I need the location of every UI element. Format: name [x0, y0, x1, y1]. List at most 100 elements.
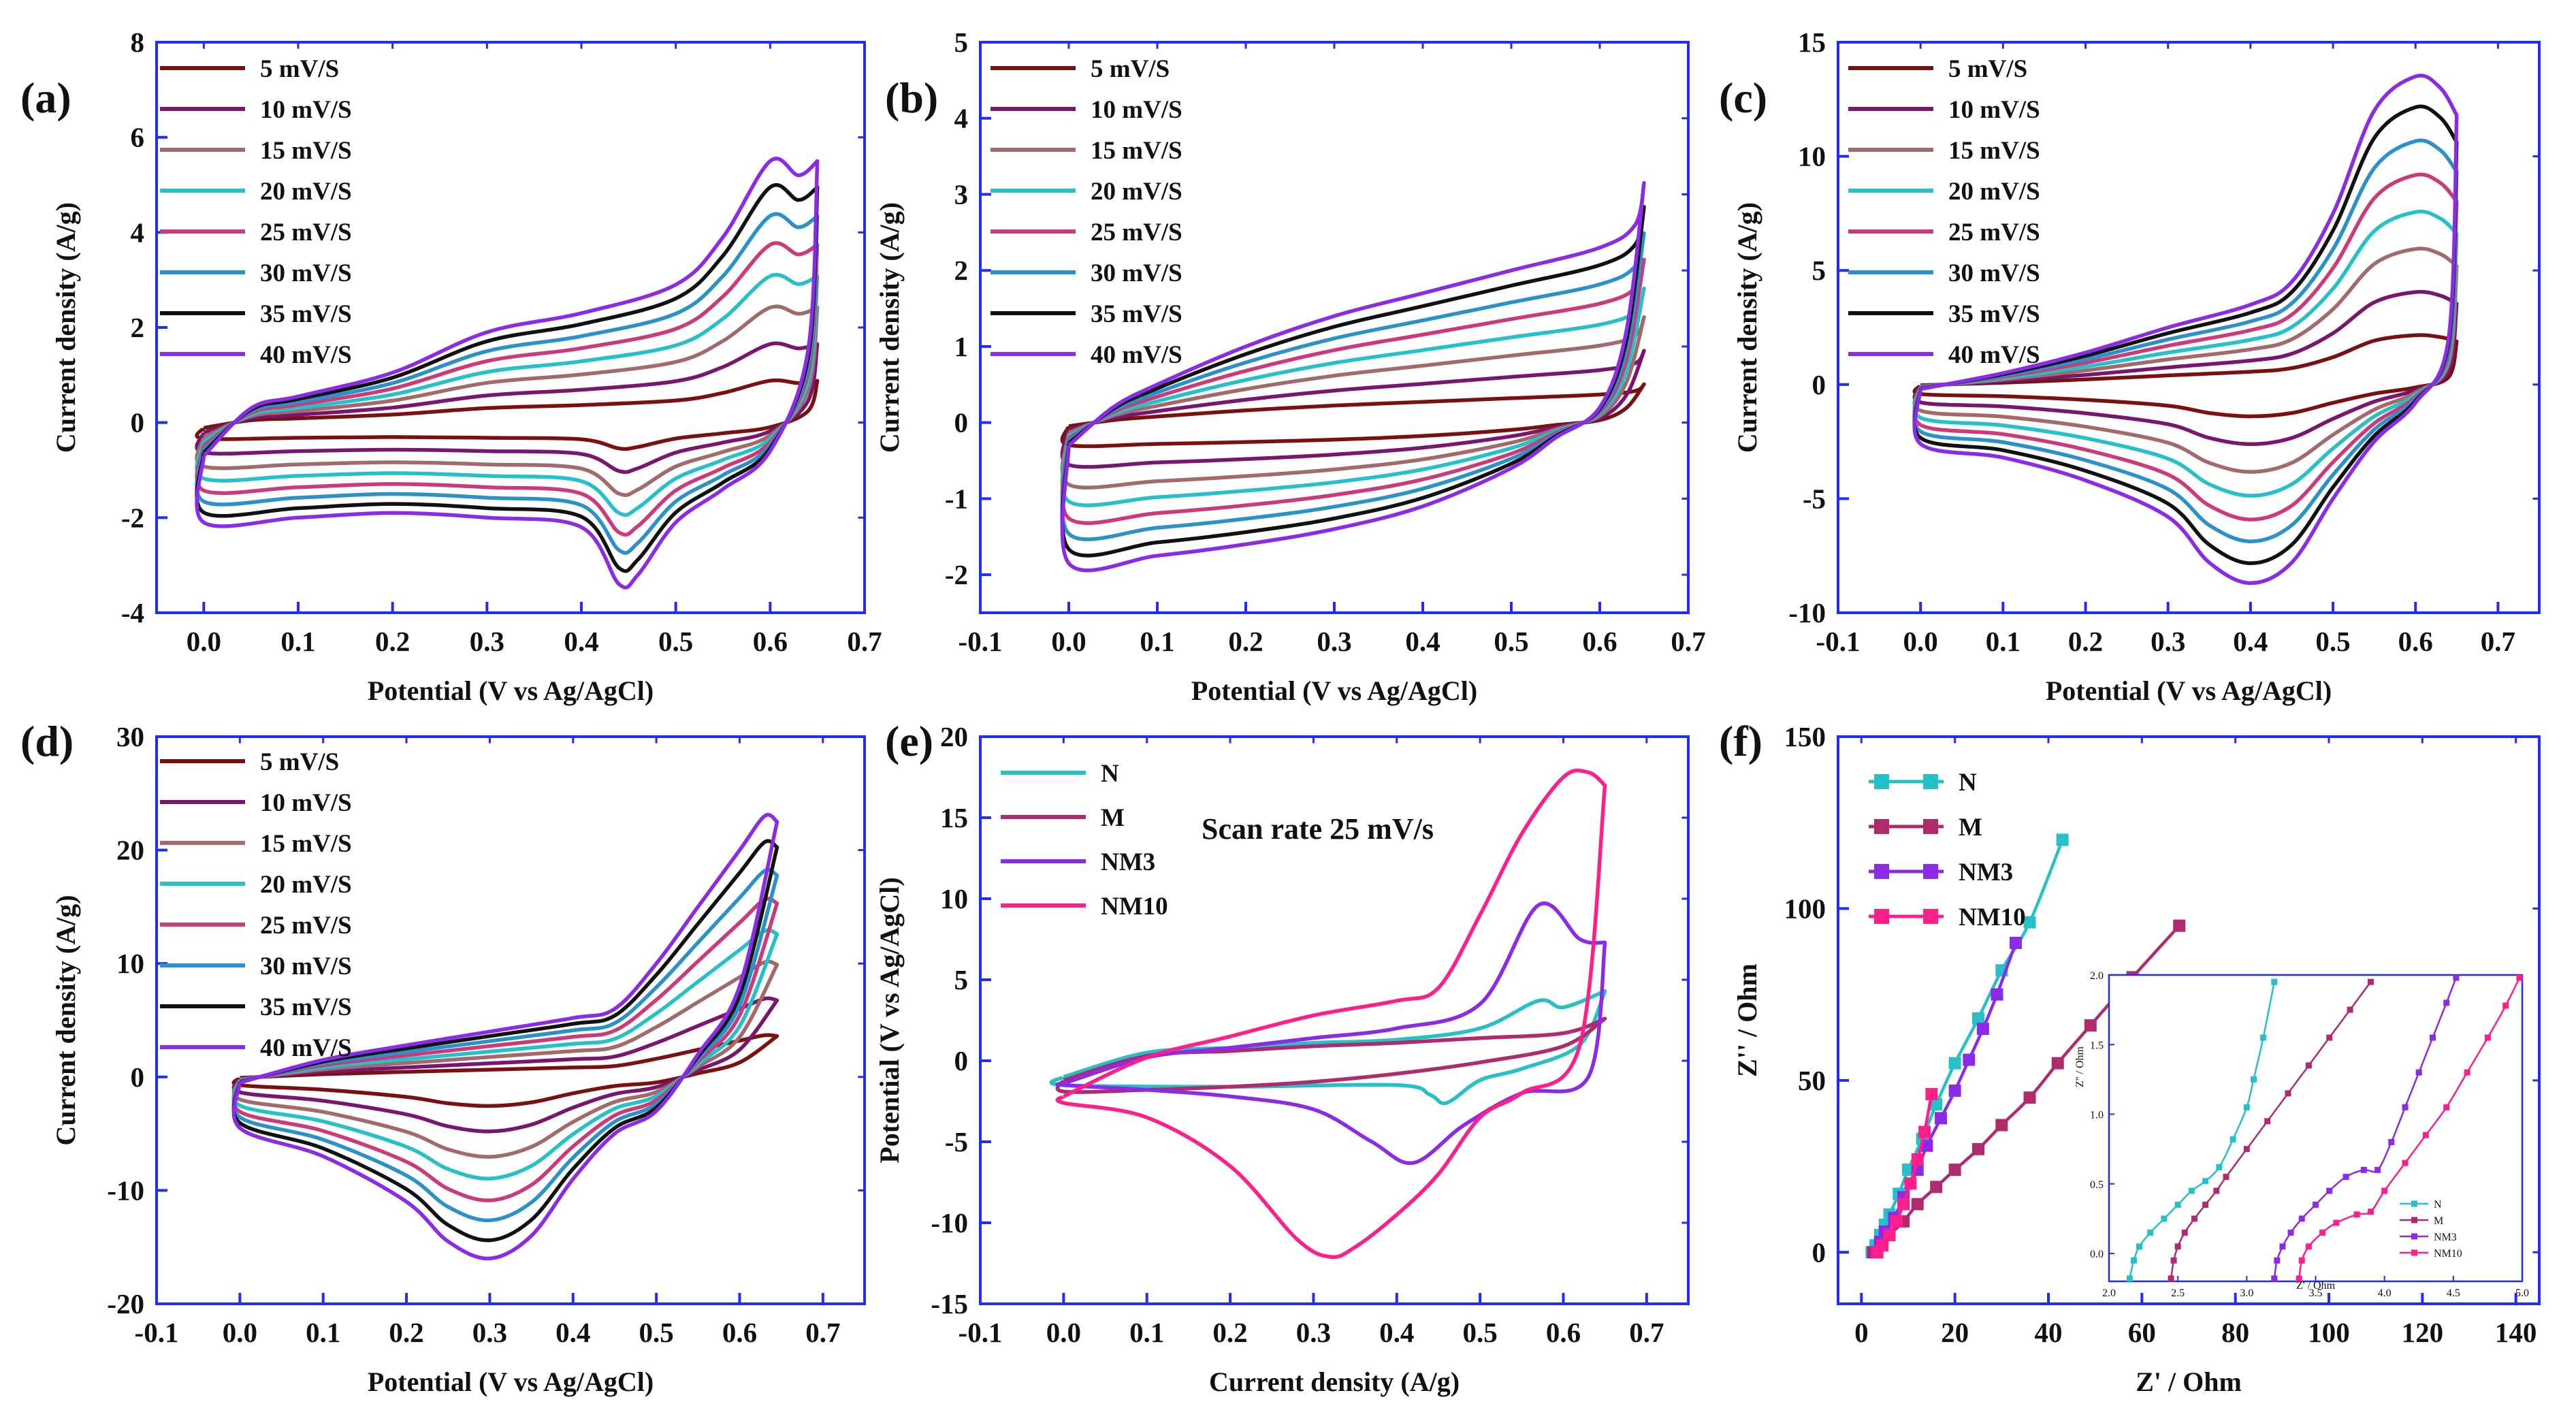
inset-marker	[2202, 1202, 2209, 1208]
inset-legend-label: N	[2434, 1199, 2442, 1211]
legend-label: 30 mV/S	[260, 259, 352, 287]
legend-label: 5 mV/S	[1948, 55, 2027, 83]
nyquist-marker	[1976, 1023, 1989, 1036]
x-tick-label: 140	[2495, 1317, 2537, 1348]
nyquist-marker	[2009, 936, 2022, 949]
legend-label: M	[1101, 804, 1125, 832]
inset-marker	[2313, 1202, 2319, 1208]
y-axis-label: Current density (A/g)	[874, 202, 905, 453]
cv-curve-15-mv-s	[195, 304, 820, 498]
inset-marker	[2250, 1076, 2257, 1083]
inset-marker	[2453, 974, 2460, 981]
x-tick-label: 0.5	[1494, 626, 1528, 657]
legend-label: 5 mV/S	[1091, 55, 1170, 83]
inset-marker	[2360, 1166, 2367, 1173]
inset-marker	[2161, 1215, 2168, 1222]
x-axis-label: Potential (V vs Ag/AgCl)	[368, 675, 654, 706]
cv-curve-35-mv-s	[231, 839, 779, 1243]
x-tick-label: 0.2	[1212, 1317, 1247, 1348]
inset-marker	[2181, 1229, 2188, 1236]
legend-label: 35 mV/S	[1091, 300, 1182, 328]
legend-label: 5 mV/S	[260, 55, 339, 83]
x-tick-label: 0.7	[1671, 626, 1705, 657]
legend-marker	[1923, 909, 1938, 924]
cv-curve-10-mv-s	[1912, 289, 2459, 447]
legend-marker	[1923, 819, 1938, 834]
inset-marker	[2130, 1257, 2137, 1264]
inset-legend-marker	[2411, 1200, 2417, 1207]
inset-series-nm3	[2271, 974, 2460, 1282]
y-tick-label: 8	[131, 27, 145, 58]
panel-4: -0.1 0.0 0.1 0.2 0.3 0.4 0.5 0.6 0.7 -20 -10 0 10 20 3…	[20, 717, 866, 1397]
legend-marker	[1874, 864, 1889, 879]
inset-marker	[2353, 1211, 2360, 1218]
x-tick-label: -0.1	[959, 626, 1003, 657]
x-tick-label: 0.1	[306, 1317, 340, 1348]
legend-label: 25 mV/S	[1091, 219, 1182, 246]
legend-label: 5 mV/S	[260, 748, 339, 776]
inset-marker	[2271, 978, 2278, 985]
inset-marker	[2191, 1215, 2197, 1222]
nyquist-marker	[1902, 1164, 1914, 1176]
y-axis-label: Z'' / Ohm	[1732, 963, 1762, 1077]
x-tick-label: 0.5	[639, 1317, 673, 1348]
x-tick-label: 2.0	[2102, 1287, 2116, 1299]
y-tick-label: 10	[940, 883, 968, 914]
x-tick-label: 0	[1854, 1317, 1869, 1348]
legend-label: 40 mV/S	[1948, 341, 2040, 369]
y-tick-label: -15	[931, 1288, 968, 1319]
x-tick-label: 0.6	[2398, 626, 2433, 657]
y-axis-label: Current density (A/g)	[50, 895, 81, 1145]
x-tick-label: 60	[2128, 1317, 2156, 1348]
panel-label: (e)	[885, 717, 933, 765]
legend-label: 15 mV/S	[1948, 137, 2040, 165]
panel-label: (a)	[20, 74, 71, 122]
legend-label: 40 mV/S	[1091, 341, 1182, 369]
cv-curve-5-mv-s	[1912, 333, 2459, 419]
y-tick-label: 0	[131, 407, 145, 438]
y-tick-label: 4	[131, 217, 145, 248]
legend-label: 10 mV/S	[260, 96, 352, 124]
x-tick-label: 0.0	[223, 1317, 257, 1348]
panel-3: -0.1 0.0 0.1 0.2 0.3 0.4 0.5 0.6 0.7 -10 -5 0 5 10 15 P…	[1719, 27, 2541, 706]
legend-label: M	[1959, 814, 1982, 842]
nyquist-marker	[1883, 1229, 1896, 1242]
inset-legend-marker	[2411, 1249, 2417, 1256]
series-group	[231, 813, 779, 1261]
cv-curve-5-mv-s	[1060, 382, 1646, 449]
x-tick-label: 0.7	[847, 626, 882, 657]
x-tick-label: 0.3	[470, 626, 504, 657]
y-tick-label: 0.5	[2090, 1179, 2104, 1191]
y-tick-label: 10	[116, 948, 144, 979]
inset-marker	[2319, 1229, 2326, 1236]
inset-marker	[2298, 1257, 2305, 1264]
nyquist-series-n	[1865, 833, 2069, 1259]
nyquist-marker	[1972, 1142, 1984, 1155]
inset-marker	[2516, 974, 2523, 981]
x-axis-label: Potential (V vs Ag/AgCl)	[368, 1366, 654, 1397]
nyquist-marker	[1948, 1084, 1961, 1097]
x-tick-label: 0.0	[1903, 626, 1938, 657]
cv-curve-20-mv-s	[195, 272, 820, 517]
y-tick-label: -4	[121, 597, 144, 628]
cv-curve-30-mv-s	[231, 867, 779, 1223]
legend-marker	[1874, 774, 1889, 789]
inset-marker	[2287, 1229, 2294, 1236]
inset-marker	[2126, 1275, 2133, 1282]
inset-marker	[2443, 1104, 2450, 1110]
cv-curve-20-mv-s	[231, 928, 779, 1181]
inset-legend-marker	[2411, 1233, 2417, 1240]
x-axis-label: Z' / Ohm	[2136, 1366, 2242, 1397]
y-tick-label: 5	[1812, 255, 1826, 286]
cv-curve-nm3	[1055, 901, 1607, 1166]
legend-label: 20 mV/S	[1948, 178, 2040, 206]
nyquist-marker	[1904, 1177, 1917, 1190]
panel-label: (b)	[885, 74, 938, 122]
x-tick-label: 0.4	[1379, 1317, 1414, 1348]
y-tick-label: 20	[940, 721, 968, 752]
y-tick-label: 0	[1812, 1236, 1826, 1268]
x-tick-label: 0.0	[1051, 626, 1086, 657]
cv-curve-40-mv-s	[231, 813, 779, 1261]
x-tick-label: 100	[2308, 1317, 2350, 1348]
legend-label: 15 mV/S	[260, 137, 352, 165]
